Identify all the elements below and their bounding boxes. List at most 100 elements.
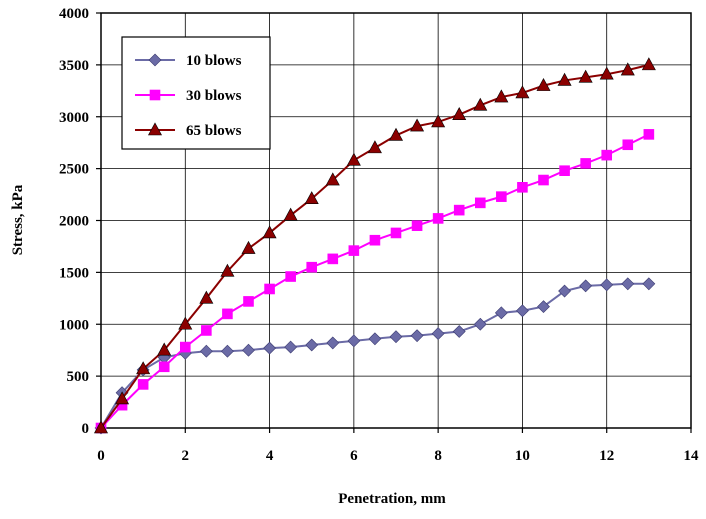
y-tick-label: 0 <box>82 421 90 437</box>
data-point <box>642 277 656 291</box>
data-point <box>410 118 425 132</box>
data-point <box>199 344 213 358</box>
data-point <box>390 227 402 239</box>
legend: 10 blows 30 blows 65 blows <box>121 36 271 150</box>
data-point <box>389 330 403 344</box>
data-point <box>622 139 634 151</box>
legend-marker <box>147 122 163 136</box>
data-point <box>537 300 550 314</box>
y-tick-label: 500 <box>67 369 90 385</box>
data-point <box>431 114 446 128</box>
data-point <box>643 129 655 140</box>
y-tick-label: 3500 <box>59 58 89 74</box>
data-point <box>220 263 235 277</box>
data-point <box>580 158 591 169</box>
data-point <box>600 278 614 292</box>
y-axis-title: Stress, kPa <box>10 184 26 255</box>
data-point <box>369 234 381 246</box>
data-point <box>136 361 151 375</box>
data-point <box>452 325 466 338</box>
data-point <box>410 329 424 343</box>
data-point <box>222 308 233 320</box>
data-point <box>432 213 444 224</box>
data-point <box>264 283 275 295</box>
data-point <box>620 62 635 76</box>
y-tick-label: 1500 <box>59 265 89 281</box>
series-group <box>93 57 656 435</box>
data-point <box>494 89 509 103</box>
data-point <box>241 240 256 254</box>
x-tick-label: 4 <box>266 448 274 464</box>
data-point <box>306 261 318 273</box>
data-point <box>285 271 296 282</box>
data-point <box>557 72 572 86</box>
data-point <box>496 191 507 202</box>
data-point <box>305 338 319 352</box>
x-axis-title: Penetration, mm <box>338 491 446 507</box>
data-point <box>453 204 465 216</box>
data-point <box>221 344 234 358</box>
data-point <box>115 391 130 405</box>
data-point <box>516 304 529 318</box>
data-point <box>327 253 339 265</box>
series-65-blows <box>93 57 656 434</box>
legend-label: 65 blows <box>186 123 242 139</box>
legend-label: 10 blows <box>186 53 242 69</box>
data-point <box>348 245 360 256</box>
y-tick-label: 2000 <box>59 214 89 230</box>
data-point <box>494 306 508 320</box>
data-point <box>263 341 276 355</box>
data-point <box>536 77 551 91</box>
data-point <box>473 317 487 331</box>
data-point <box>515 85 530 99</box>
data-point <box>578 69 593 83</box>
data-point <box>325 172 340 186</box>
x-tick-label: 0 <box>97 448 105 464</box>
x-tick-label: 2 <box>182 448 190 464</box>
data-point <box>178 316 193 330</box>
data-point <box>411 220 423 231</box>
data-point <box>474 197 486 209</box>
data-point <box>452 107 467 120</box>
x-tick-label: 14 <box>684 448 700 464</box>
data-point <box>558 284 571 298</box>
x-tick-label: 10 <box>515 448 530 464</box>
legend-marker <box>149 89 161 101</box>
x-tick-label: 8 <box>434 448 442 464</box>
y-tick-label: 3000 <box>59 110 89 126</box>
data-point <box>346 152 361 166</box>
data-point <box>388 127 404 141</box>
data-point <box>326 336 340 350</box>
x-tick-label: 12 <box>599 448 614 464</box>
data-point <box>538 174 549 186</box>
data-point <box>284 340 298 354</box>
data-point <box>283 207 298 221</box>
data-point <box>599 66 614 80</box>
data-point <box>559 165 570 176</box>
data-point <box>199 290 214 304</box>
series-30-blows <box>95 129 655 434</box>
data-point <box>368 332 382 346</box>
data-point <box>641 57 656 71</box>
data-point <box>579 279 593 293</box>
data-point <box>158 361 170 373</box>
legend-label: 30 blows <box>186 88 242 104</box>
data-point <box>242 343 255 357</box>
y-tick-label: 1000 <box>59 317 89 333</box>
data-point <box>93 420 109 434</box>
x-tick-label: 6 <box>350 448 358 464</box>
y-tick-label: 2500 <box>59 162 89 178</box>
data-point <box>621 277 635 291</box>
data-point <box>347 334 361 348</box>
data-point <box>137 379 149 390</box>
data-point <box>179 341 191 353</box>
data-point <box>517 182 528 193</box>
series-10-blows <box>94 277 656 435</box>
data-point <box>201 325 212 336</box>
data-point <box>473 97 488 111</box>
data-point <box>601 149 613 161</box>
data-point <box>157 342 172 356</box>
data-point <box>367 140 382 154</box>
data-point <box>304 191 319 205</box>
